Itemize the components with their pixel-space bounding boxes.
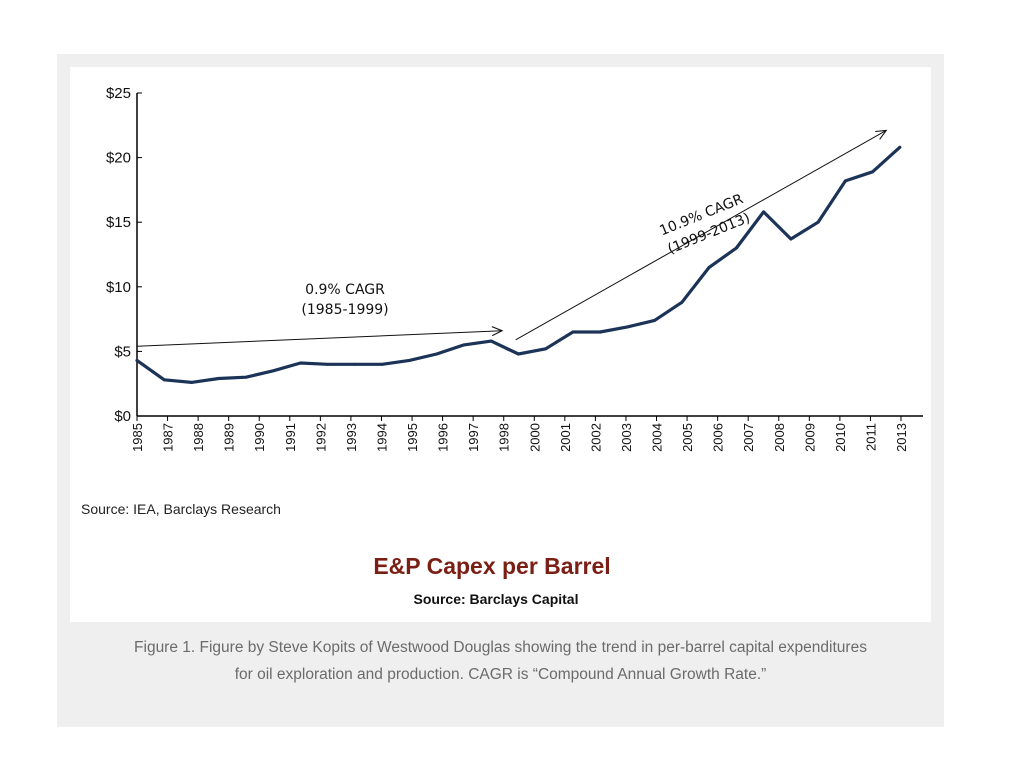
data-point	[489, 339, 493, 343]
data-point	[244, 375, 248, 379]
trend-arrow-line	[136, 330, 503, 347]
x-tick-label: 2001	[558, 423, 573, 452]
data-point	[571, 330, 575, 334]
chart-subtitle: Source: Barclays Capital	[414, 591, 579, 607]
cagr-rate-text: 0.9% CAGR	[305, 282, 385, 298]
data-point	[707, 266, 711, 269]
x-tick-label: 1990	[252, 423, 267, 452]
x-tick-label: 1985	[130, 423, 145, 452]
data-point	[326, 362, 330, 366]
y-tick-label: $20	[106, 150, 131, 167]
trend-arrow-head	[875, 129, 888, 140]
y-tick-label: $25	[106, 85, 131, 102]
data-point	[299, 361, 302, 365]
x-tick-label: 2002	[588, 423, 603, 452]
caption-line-2: for oil exploration and production. CAGR…	[234, 666, 767, 683]
trend-arrow-head	[491, 326, 504, 337]
y-tick-label: $15	[106, 214, 131, 231]
data-point	[762, 210, 766, 214]
x-tick-label: 2005	[680, 423, 695, 452]
data-point	[789, 237, 793, 241]
data-point	[598, 330, 602, 334]
chart-panel: $0 $5 $10 $15 $20 $25 1985 1987 1988 1989 1990 199…	[70, 67, 931, 622]
data-point	[680, 300, 684, 304]
x-tick-label: 2009	[802, 423, 817, 452]
data-point	[653, 318, 657, 322]
data-point	[435, 352, 439, 356]
x-tick-label: 1997	[466, 423, 481, 452]
x-tick-label: 2013	[894, 423, 909, 452]
data-point	[816, 220, 820, 224]
y-tick-label: $5	[114, 343, 131, 360]
data-point	[408, 359, 411, 362]
data-point	[462, 343, 466, 347]
data-point	[271, 369, 275, 373]
data-point	[380, 362, 384, 366]
x-tick-label: 1998	[497, 423, 512, 452]
x-tick-label: 1991	[283, 423, 298, 452]
x-tick-label: 2004	[650, 423, 665, 452]
cagr-label-1999-2013: 10.9% CAGR(1999-2013)	[657, 191, 752, 257]
x-tick-label: 2011	[863, 423, 878, 451]
x-tick-label: 1989	[222, 423, 237, 452]
chart-title: E&P Capex per Barrel	[373, 553, 610, 579]
x-tick-label: 2008	[772, 423, 787, 452]
figure-caption: Figure 1. Figure by Steve Kopits of West…	[57, 634, 944, 688]
data-point	[353, 362, 357, 366]
x-tick-label: 1992	[313, 423, 328, 452]
x-tick-label: 1988	[191, 423, 206, 452]
data-point	[625, 325, 629, 329]
caption-line-1: Figure 1. Figure by Steve Kopits of West…	[134, 639, 867, 656]
x-tick-label: 2007	[741, 423, 756, 452]
data-point	[843, 179, 847, 183]
data-point	[190, 381, 193, 384]
x-tick-label: 1996	[436, 423, 451, 452]
source-note: Source: IEA, Barclays Research	[81, 501, 281, 517]
series-line	[135, 145, 902, 384]
x-tick-label: 2006	[711, 423, 726, 452]
cagr-label-1985-1999: 0.9% CAGR (1985-1999)	[301, 282, 388, 318]
y-axis: $0 $5 $10 $15 $20 $25	[106, 85, 142, 425]
y-tick-label: $0	[114, 408, 131, 425]
data-point	[898, 145, 902, 149]
data-point	[544, 347, 548, 351]
x-tick-label: 1995	[405, 423, 420, 452]
annotation-layer: 0.9% CAGR (1985-1999) 10.9% CAGR(1999-2013…	[136, 129, 888, 347]
figure-frame: $0 $5 $10 $15 $20 $25 1985 1987 1988 1989 1990 199…	[57, 54, 944, 727]
data-point	[162, 378, 166, 382]
x-tick-label: 2010	[833, 423, 848, 452]
data-point	[135, 359, 139, 362]
data-point	[734, 246, 738, 250]
x-tick-label: 2003	[619, 423, 634, 452]
capex-line-chart: $0 $5 $10 $15 $20 $25 1985 1987 1988 1989 1990 199…	[81, 85, 923, 607]
data-point	[871, 170, 874, 174]
x-tick-label: 1994	[374, 423, 389, 452]
data-point	[517, 352, 520, 356]
x-axis: 1985 1987 1988 1989 1990 1991 1992 1993 1994 1995…	[130, 415, 923, 452]
series-layer	[135, 145, 902, 384]
trend-arrow-line	[515, 130, 887, 341]
cagr-period-text: (1985-1999)	[301, 302, 388, 318]
x-tick-label: 2000	[527, 423, 542, 452]
data-point	[217, 377, 221, 380]
x-tick-label: 1993	[344, 423, 359, 452]
y-tick-label: $10	[106, 279, 131, 296]
x-tick-label: 1987	[161, 423, 176, 452]
